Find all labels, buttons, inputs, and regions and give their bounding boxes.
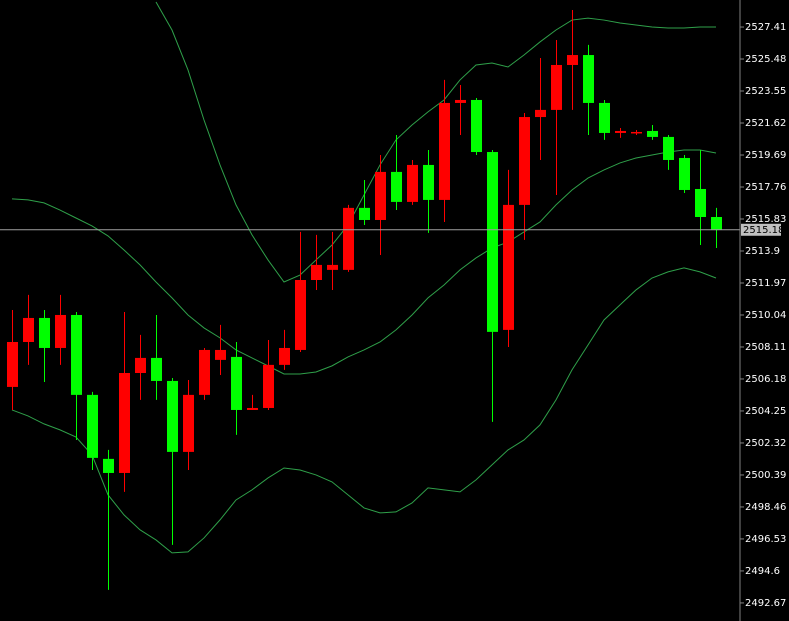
candle-body	[39, 317, 50, 348]
last-price-label: 2515.18	[743, 225, 784, 236]
candle-body	[487, 152, 498, 332]
candle-body	[375, 171, 386, 220]
candle-body	[407, 164, 418, 202]
candle-body	[87, 394, 98, 458]
candle-body	[135, 357, 146, 373]
candle-body	[615, 130, 626, 133]
candle-body	[263, 364, 274, 408]
y-tick-label: 2502.32	[745, 438, 786, 449]
y-tick-label: 2496.53	[745, 534, 786, 545]
candle-body	[119, 372, 130, 473]
y-tick-label: 2510.04	[745, 310, 786, 321]
y-tick-label: 2492.67	[745, 598, 786, 609]
candle-body	[391, 171, 402, 202]
candle-body	[583, 55, 594, 103]
candle-body	[183, 394, 194, 452]
candle-body	[151, 357, 162, 381]
plot-area	[0, 1, 740, 590]
candle-body	[455, 99, 466, 103]
candle-body	[695, 188, 706, 218]
candle-body	[519, 117, 530, 205]
candle-body	[567, 55, 578, 65]
candle-body	[471, 99, 482, 153]
price-axis: 2527.41 2525.48 2523.55 2521.62 2519.69 2517.…	[739, 0, 786, 621]
y-tick-label: 2519.69	[745, 150, 786, 161]
candle-body	[215, 349, 226, 360]
y-tick-label: 2498.46	[745, 502, 786, 513]
candle-body	[23, 317, 34, 342]
y-tick-label: 2525.48	[745, 54, 786, 65]
last-price-box	[741, 223, 781, 236]
y-tick-label: 2513.9	[745, 246, 780, 257]
y-tick-label: 2504.25	[745, 406, 786, 417]
band-line	[11, 267, 717, 554]
candle-body	[71, 314, 82, 395]
y-tick-label: 2508.11	[745, 342, 786, 353]
candle-body	[599, 102, 610, 133]
candle-body	[359, 207, 370, 220]
y-tick-label: 2515.83	[745, 214, 786, 225]
y-tick-label: 2506.18	[745, 374, 786, 385]
candle-body	[279, 347, 290, 365]
y-tick-label: 2494.6	[745, 566, 780, 577]
candle-body	[103, 458, 114, 473]
y-tick-label: 2527.41	[745, 22, 786, 33]
y-tick-label: 2517.76	[745, 182, 786, 193]
candle-body	[679, 157, 690, 190]
candle-body	[327, 264, 338, 270]
candle-body	[503, 204, 514, 330]
candle-body	[295, 279, 306, 350]
candle-body	[231, 356, 242, 410]
candle-body	[535, 109, 546, 118]
y-tick-label: 2511.97	[745, 278, 786, 289]
candle-body	[247, 407, 258, 410]
candle-body	[167, 380, 178, 452]
candle-body	[551, 64, 562, 110]
candle-body	[663, 136, 674, 160]
y-tick-label: 2521.62	[745, 118, 786, 129]
candle-body	[343, 207, 354, 270]
candle-body	[199, 349, 210, 395]
candle-body	[439, 102, 450, 200]
candle-body	[7, 341, 18, 387]
candle-body	[55, 314, 66, 348]
candle-body	[423, 164, 434, 200]
y-tick-label: 2500.39	[745, 470, 786, 481]
candle-body	[311, 264, 322, 280]
candle-body	[631, 131, 642, 134]
y-tick-label: 2523.55	[745, 86, 786, 97]
candle-body	[647, 130, 658, 137]
candle-body	[711, 217, 722, 230]
band-line	[11, 149, 717, 375]
